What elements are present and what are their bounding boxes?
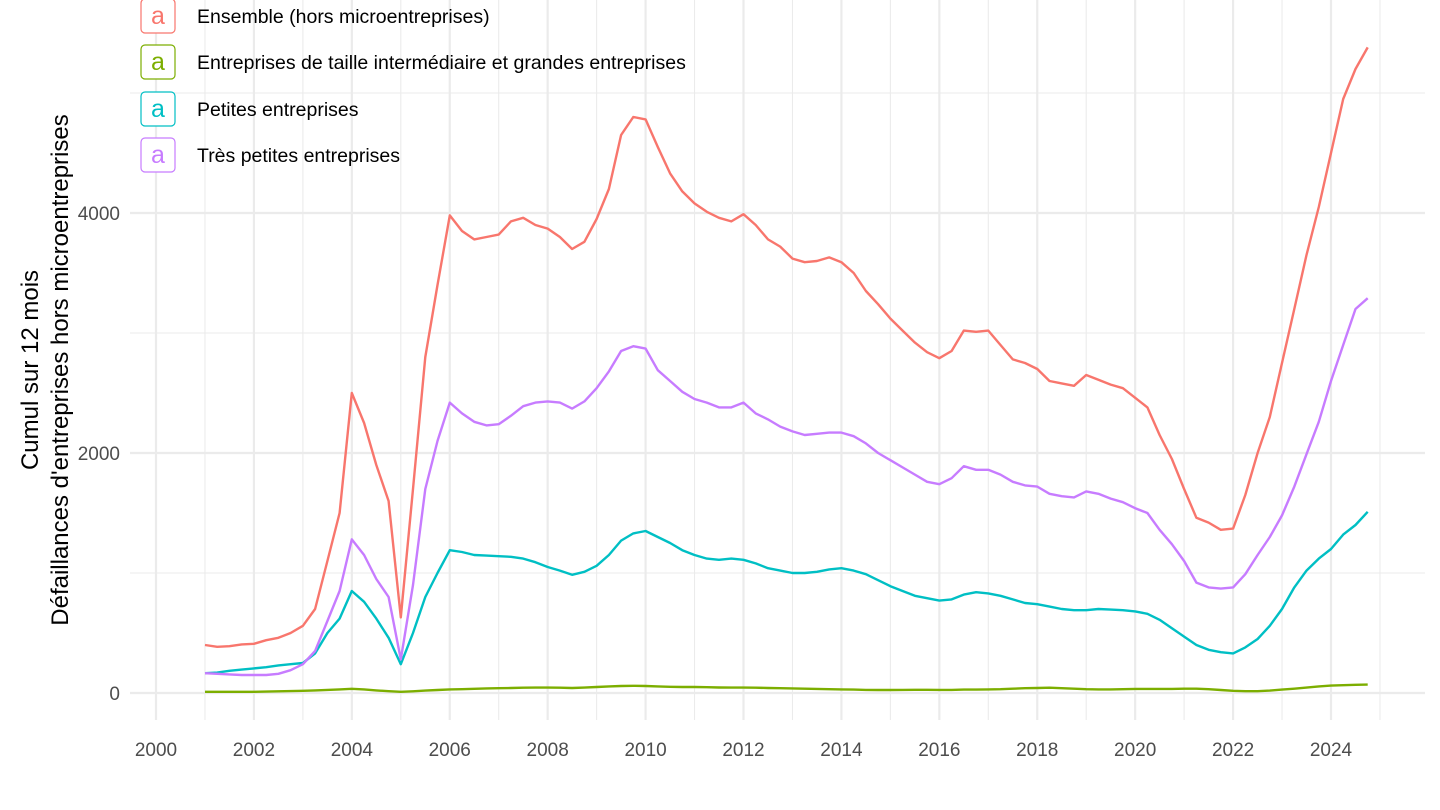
legend-key-glyph: a	[151, 95, 165, 123]
x-tick-label: 2006	[429, 740, 471, 761]
x-tick-label: 2002	[233, 740, 275, 761]
legend-item: a Petites entreprises	[140, 91, 359, 127]
series-line-2	[204, 510, 1369, 675]
legend-label: Entreprises de taille intermédiaire et g…	[197, 52, 686, 74]
legend-item: a Ensemble (hors microentreprises)	[140, 0, 490, 34]
legend-key-glyph: a	[151, 141, 165, 169]
x-tick-label: 2024	[1310, 740, 1353, 761]
legend-item: a Entreprises de taille intermédiaire et …	[140, 44, 686, 80]
legend-key-box	[140, 0, 176, 34]
x-tick-label: 2018	[1016, 740, 1058, 761]
y-axis-title: Cumul sur 12 mois Défaillances d'entrepri…	[17, 114, 74, 625]
y-tick-label: 4000	[78, 204, 120, 225]
legend-item: a Très petites entreprises	[140, 137, 400, 173]
legend-key-glyph: a	[151, 2, 165, 30]
x-tick-label: 2008	[527, 740, 569, 761]
series-lines	[204, 46, 1369, 693]
x-tick-label: 2010	[624, 740, 666, 761]
x-tick-label: 2020	[1114, 740, 1156, 761]
y-tick-label: 0	[109, 684, 120, 705]
legend-key-glyph: a	[151, 48, 165, 76]
series-line-1	[205, 683, 1368, 693]
legend-key-box	[140, 91, 176, 127]
series-line-3	[204, 297, 1369, 677]
y-axis-tick-labels: 0 2000 4000	[78, 204, 120, 705]
x-tick-label: 2022	[1212, 740, 1254, 761]
y-axis-title-line-1: Cumul sur 12 mois	[17, 270, 44, 470]
legend-label: Très petites entreprises	[197, 145, 400, 167]
y-tick-label: 2000	[78, 444, 120, 465]
series-line-0	[204, 46, 1369, 648]
legend: a Ensemble (hors microentreprises) a Entrep…	[140, 0, 686, 173]
x-tick-label: 2012	[722, 740, 764, 761]
x-tick-label: 2004	[331, 740, 374, 761]
x-tick-label: 2000	[135, 740, 177, 761]
legend-label: Ensemble (hors microentreprises)	[197, 6, 490, 28]
x-tick-label: 2014	[820, 740, 863, 761]
x-axis-tick-labels: 2000 2002 2004 2006 2008 2010 2012 2014 2016 2018…	[135, 740, 1353, 761]
x-tick-label: 2016	[918, 740, 960, 761]
legend-label: Petites entreprises	[197, 99, 359, 121]
minor-gridlines	[130, 0, 1425, 720]
y-axis-title-line-2: Défaillances d'entreprises hors microent…	[47, 114, 74, 625]
legend-key-box	[140, 44, 176, 80]
legend-key-box	[140, 137, 176, 173]
